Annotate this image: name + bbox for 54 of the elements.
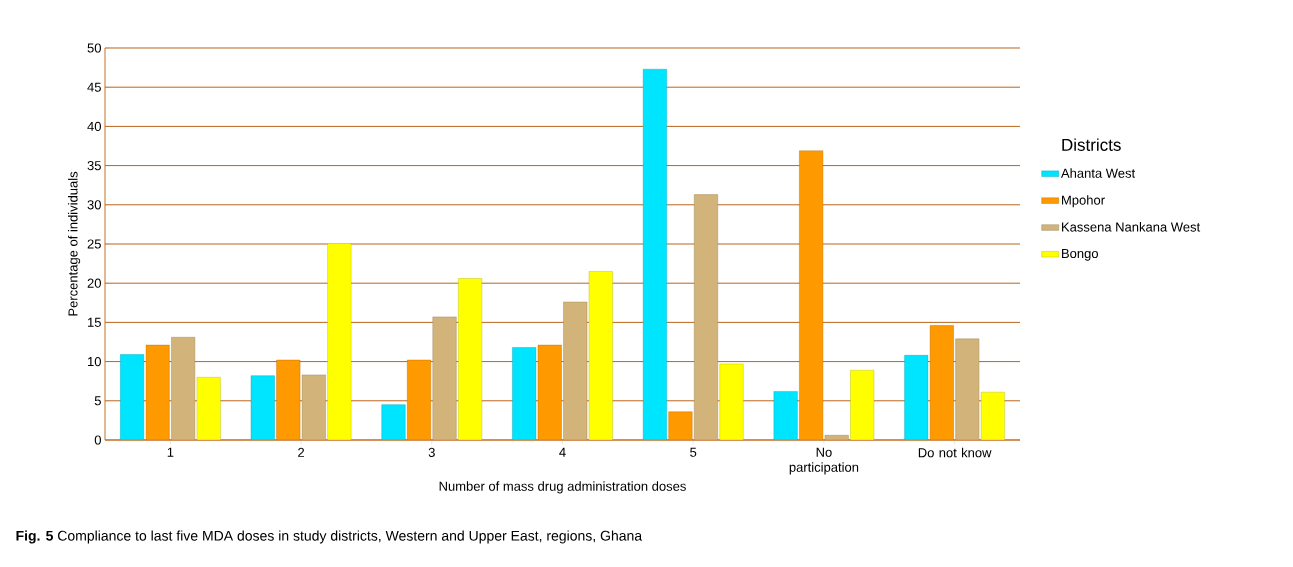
x-axis-title: Number of mass drug administration doses [439, 481, 686, 494]
text: Fig. 5 Compliance to last five MDA doses in study districts, Western and Upper East, regions, Ghana [16, 530, 643, 544]
legend-label: Mpohor [1062, 195, 1105, 208]
bar [512, 347, 537, 440]
y-tick-label: 20 [87, 278, 101, 288]
bar [929, 325, 954, 440]
y-tick-label: 25 [87, 239, 101, 249]
bar [432, 316, 457, 440]
bar [276, 359, 301, 440]
bar [407, 359, 431, 440]
bar [799, 150, 824, 440]
legend-label: Bongo [1062, 249, 1098, 261]
bar [719, 363, 744, 440]
x-tick-label: 5 [690, 447, 697, 457]
bar [327, 243, 352, 440]
bar [642, 68, 667, 440]
y-tick-label: 35 [87, 160, 101, 171]
x-tick-label: 1 [167, 447, 174, 457]
x-tick-label: 2 [298, 447, 305, 457]
y-tick-label: 15 [88, 317, 101, 327]
bar [694, 194, 718, 440]
y-tick-label: 5 [94, 396, 101, 406]
bar [381, 404, 406, 440]
bar [588, 271, 613, 440]
y-axis-title: Percentage of individuals [68, 171, 81, 316]
x-tick-label: No participation [789, 447, 859, 475]
y-tick-label: 0 [94, 435, 101, 445]
legend-label: Ahanta West [1061, 168, 1136, 178]
bar [250, 375, 275, 440]
bar [537, 344, 562, 440]
bar [301, 374, 326, 440]
x-tick-label: 3 [428, 447, 435, 457]
y-tick-label: 50 [87, 43, 101, 53]
bar [955, 338, 980, 440]
legend-title: Districts [1062, 138, 1121, 151]
bar [120, 354, 145, 440]
bar [850, 370, 875, 440]
bar [824, 435, 849, 440]
x-tick-label: 4 [559, 447, 566, 457]
legend-label: Kassena Nankana West [1062, 222, 1201, 232]
bar [773, 391, 798, 440]
bar [980, 391, 1005, 440]
x-tick-label: Do not know [918, 447, 992, 458]
bar [668, 411, 693, 440]
bar [171, 337, 196, 440]
y-tick-label: 10 [88, 356, 101, 367]
bar [145, 344, 170, 440]
y-tick-label: 40 [87, 121, 101, 131]
bar [196, 377, 221, 440]
bar [563, 301, 588, 440]
bar [458, 278, 483, 440]
y-tick-label: 45 [87, 82, 101, 92]
bar [904, 355, 929, 440]
y-tick-label: 30 [87, 200, 101, 210]
